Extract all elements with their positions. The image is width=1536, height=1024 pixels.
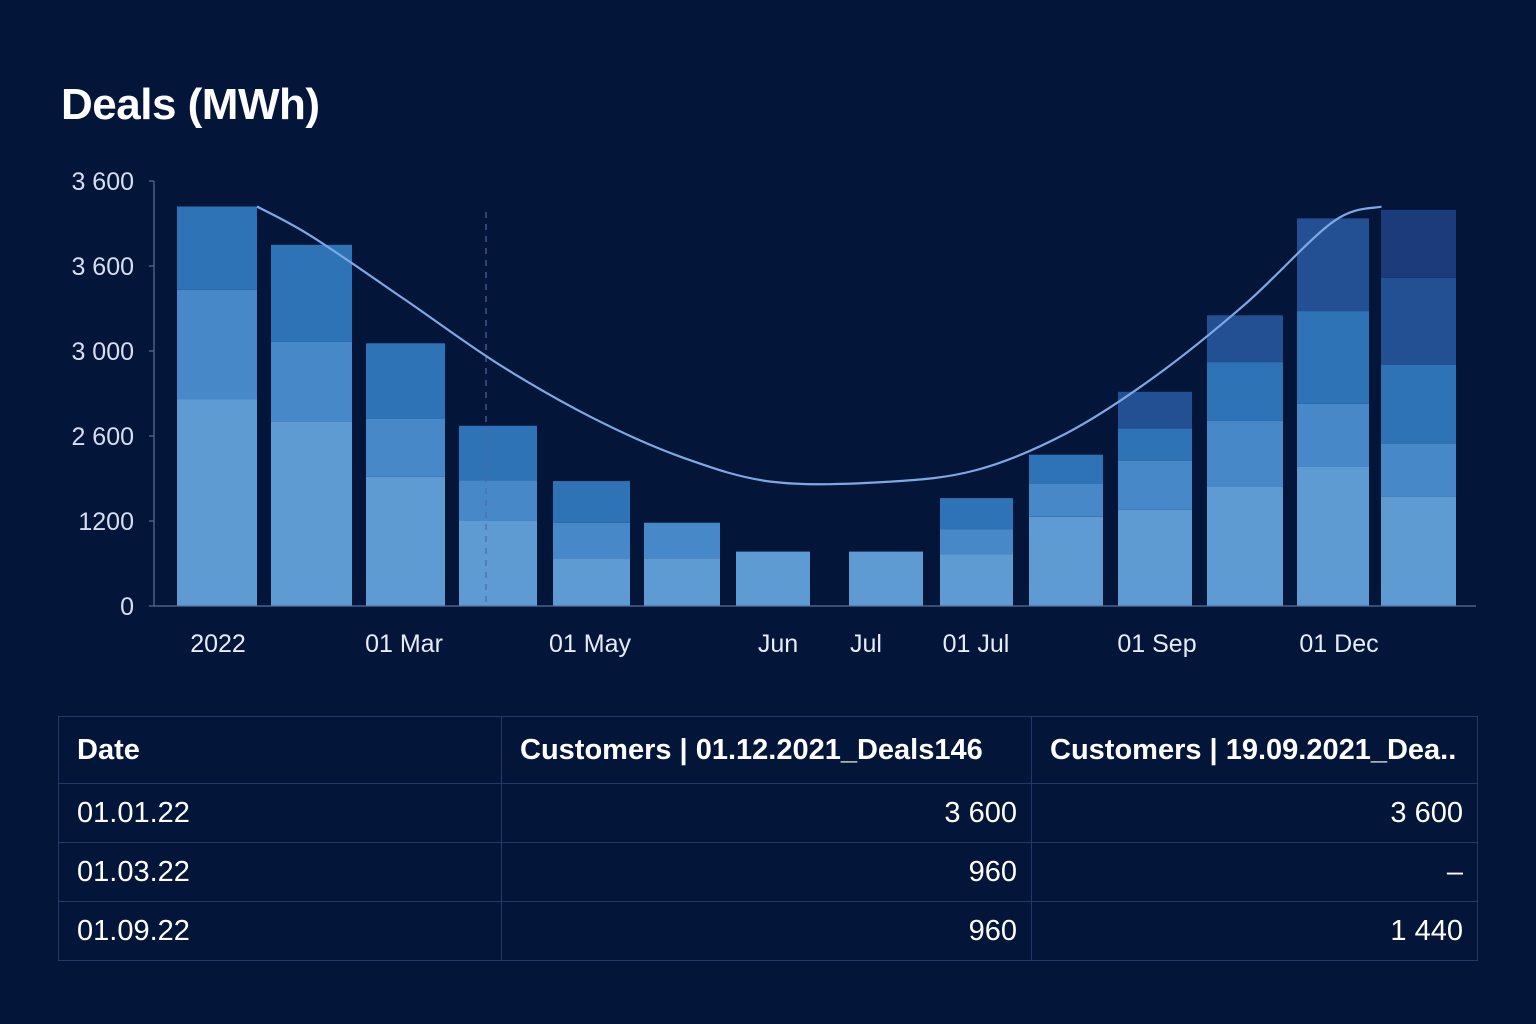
bar-segment — [459, 480, 537, 521]
bar-segment — [1029, 454, 1103, 484]
bar-stack — [1118, 391, 1192, 606]
bar-segment — [1118, 460, 1192, 510]
bar-segment — [940, 498, 1013, 530]
bar-stack — [940, 498, 1013, 606]
cell-date: 01.01.22 — [58, 783, 502, 843]
bar-segment — [849, 551, 923, 606]
chart-title: Deals (MWh) — [61, 80, 320, 129]
x-tick-label: 01 Mar — [365, 630, 443, 658]
bar-segment — [366, 476, 445, 606]
y-tick-label: 1200 — [78, 508, 134, 536]
bar-segment — [1207, 487, 1283, 606]
bar-segment — [1381, 496, 1456, 607]
bar-stack — [1207, 315, 1283, 606]
bar-segment — [1297, 466, 1369, 606]
table-row: 01.03.22 960 – — [58, 842, 1478, 902]
bar-stack — [366, 343, 445, 606]
table-header-row: Date Customers | 01.12.2021_Deals146 Cus… — [58, 716, 1478, 784]
bar-segment — [177, 206, 257, 290]
bar-segment — [644, 522, 720, 559]
bar-segment — [1381, 364, 1456, 444]
header-date[interactable]: Date — [58, 716, 502, 784]
y-tick-label: 0 — [120, 593, 134, 621]
bar-segment — [1118, 509, 1192, 606]
bar-segment — [1118, 391, 1192, 429]
bar-segment — [1297, 218, 1369, 312]
bar-segment — [1381, 443, 1456, 497]
bar-segment — [459, 425, 537, 481]
bar-segment — [1297, 311, 1369, 404]
bar-segment — [1381, 277, 1456, 365]
bar-stack — [849, 551, 923, 606]
x-tick-label: 01 Dec — [1299, 630, 1378, 658]
cell-date: 01.09.22 — [58, 901, 502, 961]
bar-segment — [177, 289, 257, 400]
y-tick-label: 3 600 — [71, 253, 134, 281]
cell-value: 960 — [501, 842, 1032, 902]
bar-segment — [940, 554, 1013, 606]
bar-segment — [1207, 315, 1283, 363]
bar-segment — [1029, 516, 1103, 607]
bar-segment — [1207, 362, 1283, 421]
x-tick-label: Jun — [758, 630, 798, 658]
x-tick-label: 2022 — [190, 630, 246, 658]
cell-value: 3 600 — [501, 783, 1032, 843]
bar-segment — [177, 399, 257, 606]
deals-table: Date Customers | 01.12.2021_Deals146 Cus… — [58, 716, 1478, 961]
bar-segment — [271, 244, 352, 342]
y-tick-label: 3 000 — [71, 338, 134, 366]
bar-segment — [271, 341, 352, 422]
bar-segment — [644, 558, 720, 606]
bar-segment — [366, 419, 445, 477]
bar-stack — [1029, 454, 1103, 607]
x-tick-label: 01 Sep — [1117, 630, 1196, 658]
bar-stack — [736, 551, 810, 606]
axes-group: 0 1200 2 600 3 000 3 600 3 600 2022 01 Mar 01 Ma… — [71, 168, 1476, 658]
bar-stack — [271, 244, 352, 606]
trend-line — [256, 205, 1382, 486]
bar-segment — [736, 551, 810, 606]
x-tick-label: Jul — [850, 630, 882, 658]
bar-segment — [940, 529, 1013, 555]
header-customers-2[interactable]: Customers | 19.09.2021_Dea.. — [1031, 716, 1478, 784]
line-layer — [256, 205, 1382, 486]
cell-value: 960 — [501, 901, 1032, 961]
bar-segment — [553, 522, 630, 559]
bar-stack — [459, 425, 537, 606]
bar-segment — [1207, 420, 1283, 487]
cell-date: 01.03.22 — [58, 842, 502, 902]
bar-segment — [553, 481, 630, 523]
bar-segment — [1297, 403, 1369, 467]
bar-segment — [271, 421, 352, 606]
x-tick-label: 01 Jul — [943, 630, 1010, 658]
y-tick-label: 2 600 — [71, 423, 134, 451]
bar-segment — [1381, 209, 1456, 278]
table-row: 01.09.22 960 1 440 — [58, 901, 1478, 961]
cell-value: 3 600 — [1031, 783, 1478, 843]
header-customers-1[interactable]: Customers | 01.12.2021_Deals146 — [501, 716, 1032, 784]
bar-segment — [1029, 483, 1103, 517]
bar-stack — [1297, 218, 1369, 606]
cell-value: 1 440 — [1031, 901, 1478, 961]
cell-value: – — [1031, 842, 1478, 902]
bar-stack — [177, 206, 257, 606]
bar-segment — [1118, 428, 1192, 461]
deals-chart: 0 1200 2 600 3 000 3 600 3 600 2022 01 Mar 01 Ma… — [71, 168, 1476, 658]
bar-stack — [644, 522, 720, 606]
bar-segment — [459, 521, 537, 606]
bar-segment — [366, 343, 445, 419]
y-tick-label: 3 600 — [71, 168, 134, 196]
x-tick-label: 01 May — [549, 630, 631, 658]
table-row: 01.01.22 3 600 3 600 — [58, 783, 1478, 843]
bar-segment — [553, 558, 630, 606]
bar-stack — [553, 481, 630, 606]
bar-stack — [1381, 209, 1456, 607]
bars-group — [177, 206, 1456, 607]
